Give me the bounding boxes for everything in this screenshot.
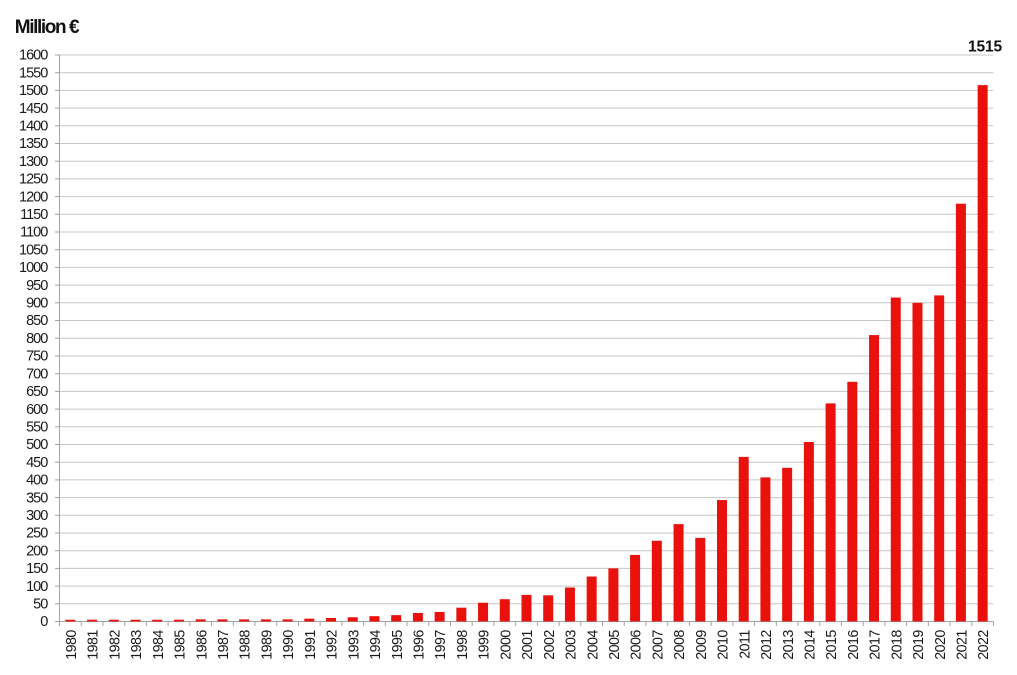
svg-text:550: 550 [26, 420, 48, 436]
svg-text:1300: 1300 [19, 154, 48, 170]
svg-text:2019: 2019 [911, 630, 927, 660]
svg-text:900: 900 [26, 296, 48, 312]
svg-text:2012: 2012 [759, 630, 775, 660]
svg-text:1050: 1050 [19, 242, 48, 258]
svg-text:1982: 1982 [107, 630, 123, 660]
svg-text:500: 500 [26, 437, 48, 453]
svg-text:1995: 1995 [390, 630, 406, 660]
svg-text:1600: 1600 [19, 48, 48, 64]
svg-text:2002: 2002 [542, 630, 558, 660]
svg-text:1980: 1980 [64, 630, 80, 660]
svg-text:2013: 2013 [781, 630, 797, 660]
svg-text:1992: 1992 [325, 630, 341, 660]
svg-text:1986: 1986 [194, 630, 210, 660]
svg-text:2018: 2018 [889, 630, 905, 660]
svg-text:2017: 2017 [868, 630, 884, 660]
svg-text:950: 950 [26, 278, 48, 294]
svg-text:300: 300 [26, 508, 48, 524]
svg-text:1400: 1400 [19, 119, 48, 135]
svg-text:Million €: Million € [15, 17, 80, 38]
svg-text:0: 0 [40, 614, 48, 630]
svg-text:650: 650 [26, 384, 48, 400]
svg-text:1984: 1984 [151, 630, 167, 660]
svg-text:700: 700 [26, 366, 48, 382]
svg-text:2016: 2016 [846, 630, 862, 660]
svg-text:1993: 1993 [346, 630, 362, 660]
svg-text:2008: 2008 [672, 630, 688, 660]
svg-text:850: 850 [26, 313, 48, 329]
svg-text:1987: 1987 [216, 630, 232, 660]
svg-text:1996: 1996 [412, 630, 428, 660]
svg-text:1983: 1983 [129, 630, 145, 660]
svg-text:1999: 1999 [477, 630, 493, 660]
svg-text:2022: 2022 [976, 630, 992, 660]
svg-text:1990: 1990 [281, 630, 297, 660]
svg-text:1998: 1998 [455, 630, 471, 660]
svg-text:1550: 1550 [19, 65, 48, 81]
svg-text:2010: 2010 [716, 630, 732, 660]
svg-text:1000: 1000 [19, 260, 48, 276]
svg-text:2003: 2003 [564, 630, 580, 660]
svg-text:750: 750 [26, 349, 48, 365]
svg-text:1450: 1450 [19, 101, 48, 117]
svg-text:2006: 2006 [629, 630, 645, 660]
svg-text:1350: 1350 [19, 136, 48, 152]
svg-text:2009: 2009 [694, 630, 710, 660]
svg-text:50: 50 [33, 597, 48, 613]
svg-text:2020: 2020 [933, 630, 949, 660]
svg-text:2005: 2005 [607, 630, 623, 660]
svg-text:250: 250 [26, 526, 48, 542]
svg-text:2014: 2014 [802, 630, 818, 660]
svg-text:1985: 1985 [173, 630, 189, 660]
svg-text:2001: 2001 [520, 630, 536, 660]
svg-text:800: 800 [26, 331, 48, 347]
svg-text:600: 600 [26, 402, 48, 418]
svg-text:1100: 1100 [20, 225, 48, 241]
svg-text:1500: 1500 [19, 83, 48, 99]
svg-text:2011: 2011 [737, 630, 753, 659]
svg-text:2007: 2007 [650, 630, 666, 660]
svg-text:1150: 1150 [20, 207, 48, 223]
svg-text:450: 450 [26, 455, 48, 471]
svg-text:1250: 1250 [19, 172, 48, 188]
svg-text:2015: 2015 [824, 630, 840, 660]
svg-text:2000: 2000 [498, 630, 514, 660]
svg-text:150: 150 [26, 561, 48, 577]
svg-text:1991: 1991 [303, 630, 319, 660]
svg-text:200: 200 [26, 543, 48, 559]
svg-text:1515: 1515 [968, 39, 1003, 56]
svg-text:2004: 2004 [585, 630, 601, 660]
svg-text:100: 100 [26, 579, 48, 595]
svg-text:1989: 1989 [259, 630, 275, 660]
svg-text:350: 350 [26, 490, 48, 506]
svg-text:400: 400 [26, 473, 48, 489]
svg-text:1994: 1994 [368, 630, 384, 660]
svg-text:1200: 1200 [19, 189, 48, 205]
svg-text:1988: 1988 [238, 630, 254, 660]
svg-text:2021: 2021 [955, 630, 971, 660]
svg-text:1981: 1981 [86, 630, 102, 660]
svg-text:1997: 1997 [433, 630, 449, 660]
